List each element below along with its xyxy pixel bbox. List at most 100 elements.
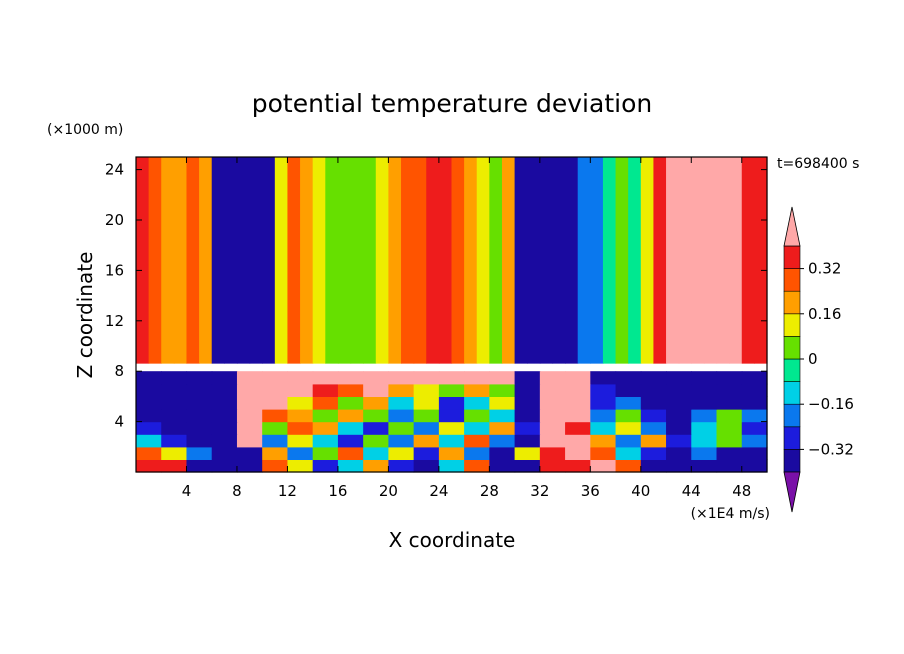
lower-cell: [413, 396, 440, 410]
lower-cell: [666, 383, 692, 397]
lower-cell: [363, 383, 389, 397]
time-label: t=698400 s: [777, 156, 859, 172]
lower-cell: [741, 434, 768, 448]
lower-cell: [464, 446, 490, 460]
lower-cell: [438, 434, 465, 448]
lower-cell: [337, 371, 364, 385]
colorbar-band: [783, 268, 801, 292]
lower-cell: [262, 421, 289, 435]
lower-cell: [262, 434, 289, 448]
lower-cell: [565, 434, 591, 448]
lower-cell: [691, 421, 718, 435]
upper-cell: [464, 157, 478, 364]
lower-cell: [161, 434, 188, 448]
lower-cell: [640, 446, 667, 460]
lower-cell: [514, 446, 541, 460]
lower-cell: [262, 459, 289, 473]
lower-cell: [161, 396, 188, 410]
lower-cell: [211, 421, 238, 435]
upper-cell: [413, 157, 427, 364]
upper-cell: [729, 157, 743, 364]
lower-cell: [615, 409, 642, 423]
lower-cell: [211, 383, 238, 397]
lower-cell: [590, 459, 617, 473]
upper-cell: [236, 157, 251, 364]
lower-cell: [741, 383, 768, 397]
lower-cell: [413, 421, 440, 435]
lower-cell: [691, 434, 718, 448]
lower-cell: [691, 409, 718, 423]
lower-cell: [136, 383, 162, 397]
lower-cell: [565, 459, 591, 473]
lower-cell: [262, 371, 289, 385]
lower-cell: [640, 459, 667, 473]
lower-cell: [464, 434, 490, 448]
lower-cell: [363, 396, 389, 410]
upper-cell: [628, 157, 642, 364]
lower-cell: [161, 459, 188, 473]
lower-cell: [464, 459, 490, 473]
lower-cell: [161, 383, 188, 397]
colorbar-tick-label: −0.32: [808, 440, 854, 458]
y-tick-label: 12: [105, 312, 124, 330]
lower-cell: [337, 396, 364, 410]
lower-cell: [413, 383, 440, 397]
upper-cell: [590, 157, 604, 364]
upper-cell: [678, 157, 692, 364]
y-axis-unit: (×1000 m): [47, 122, 123, 138]
colorbar-tick-label: 0: [808, 350, 818, 368]
lower-cell: [186, 383, 213, 397]
lower-cell: [236, 396, 263, 410]
upper-cell: [691, 157, 705, 364]
upper-cell: [426, 157, 440, 364]
colorbar-band: [783, 403, 801, 428]
lower-cell: [438, 371, 465, 385]
x-tick-label: 8: [232, 482, 242, 500]
lower-cell: [464, 421, 490, 435]
lower-cell: [312, 383, 339, 397]
lower-cell: [640, 371, 667, 385]
colorbar-ticks: −0.32 −0.16 0 0.16 0.32: [800, 260, 854, 458]
lower-cell: [337, 459, 364, 473]
colorbar-band: [783, 245, 801, 269]
contour-field: [136, 157, 768, 473]
lower-cell: [464, 383, 490, 397]
lower-cell: [236, 383, 263, 397]
plot-frame: [135, 156, 768, 473]
upper-cell: [211, 157, 225, 364]
lower-cell: [236, 459, 263, 473]
lower-cell: [337, 434, 364, 448]
lower-cell: [514, 459, 541, 473]
lower-cell: [539, 409, 566, 423]
lower-cell: [161, 446, 188, 460]
upper-cell: [249, 157, 263, 364]
colorbar-tick-label: −0.16: [808, 395, 854, 413]
lower-cell: [489, 459, 516, 473]
lower-cell: [388, 409, 415, 423]
x-tick-label: 28: [480, 482, 499, 500]
upper-cell: [375, 157, 389, 364]
lower-cell: [262, 396, 289, 410]
lower-cell: [438, 396, 465, 410]
lower-cell: [136, 396, 162, 410]
lower-cell: [337, 446, 364, 460]
lower-cell: [590, 409, 617, 423]
lower-cell: [136, 446, 162, 460]
lower-cell: [539, 434, 566, 448]
lower-cell: [413, 459, 440, 473]
lower-cell: [514, 383, 541, 397]
lower-cell: [388, 396, 415, 410]
lower-cell: [287, 446, 314, 460]
lower-cell: [136, 421, 162, 435]
lower-cell: [489, 409, 516, 423]
lower-cell: [716, 434, 743, 448]
lower-cell: [716, 396, 743, 410]
lower-cell: [514, 371, 541, 385]
lower-cell: [615, 434, 642, 448]
upper-cell: [476, 157, 490, 364]
lower-cell: [287, 434, 314, 448]
x-tick-label: 20: [379, 482, 398, 500]
lower-cell: [716, 459, 743, 473]
lower-cell: [211, 446, 238, 460]
lower-cell: [666, 421, 692, 435]
